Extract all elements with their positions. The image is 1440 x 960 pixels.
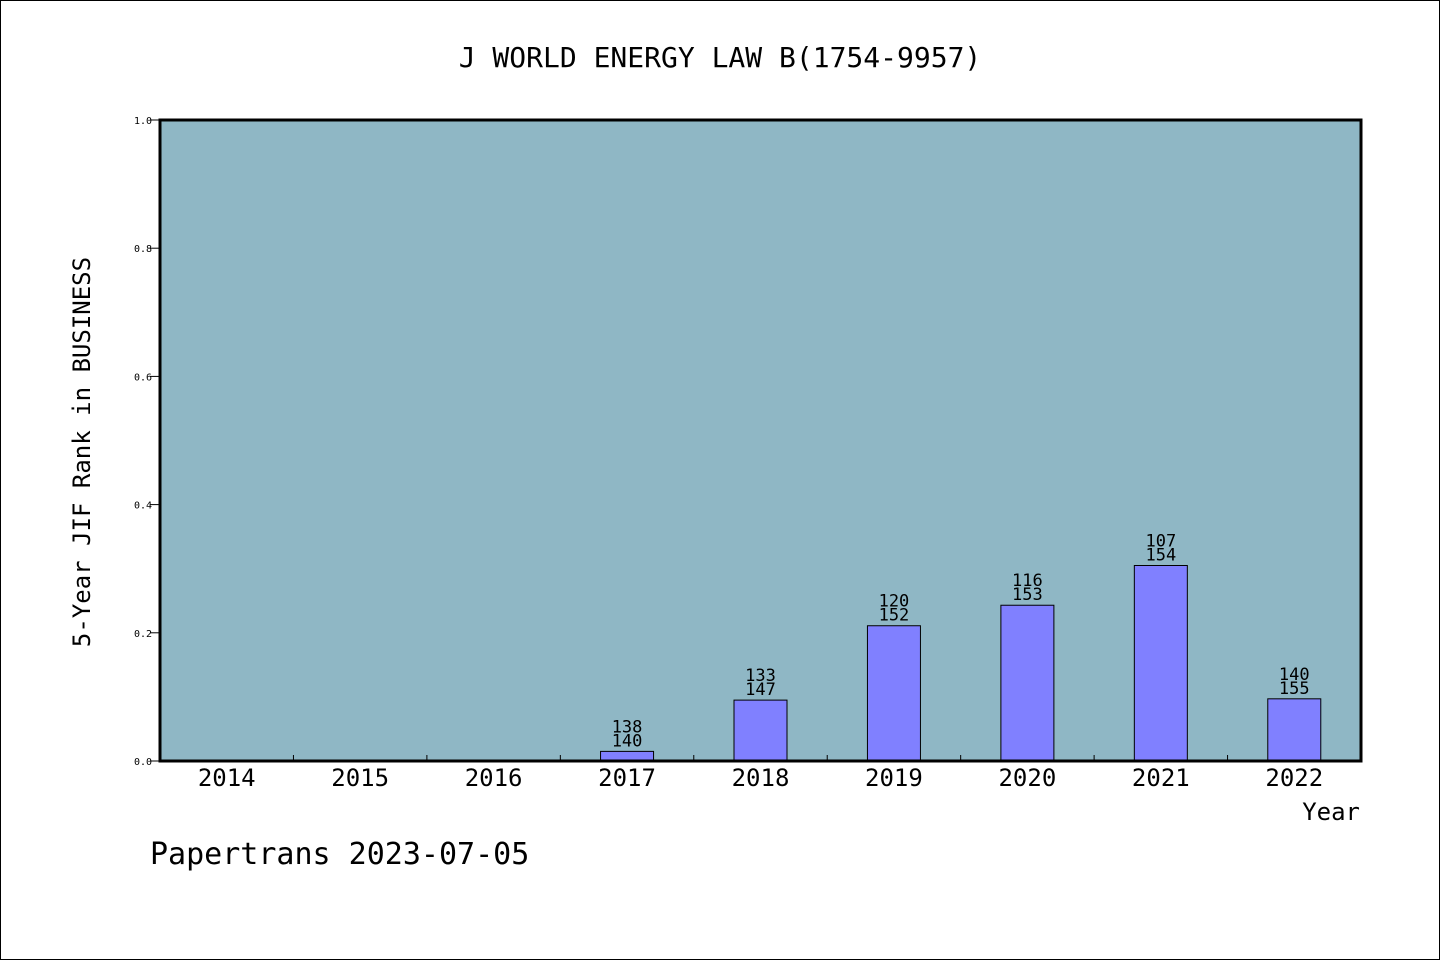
y-tick-label: 0.2 <box>134 629 152 640</box>
x-tick-label: 2015 <box>331 764 389 792</box>
bars-layer <box>600 564 1322 762</box>
bar-rank-label: 120 <box>879 592 910 612</box>
x-axis: 2014 2015 2016 2017 2018 2019 2020 2021 2022 <box>198 755 1323 792</box>
bar-2020 <box>1000 604 1055 762</box>
bar-rank-label: 133 <box>745 666 776 686</box>
plot-frame <box>158 118 1363 763</box>
bar-total-label: 154 <box>1145 545 1176 565</box>
bar-2022 <box>1267 698 1322 762</box>
x-tick-label: 2014 <box>198 764 256 792</box>
y-tick-label: 0.0 <box>134 757 152 768</box>
y-tick-label: 1.0 <box>134 116 152 127</box>
y-tick-label: 0.4 <box>134 501 152 512</box>
bar-2021 <box>1133 564 1188 762</box>
bar-total-label: 147 <box>745 680 776 700</box>
footer-credit: Papertrans 2023-07-05 <box>150 837 529 872</box>
x-tick-label: 2019 <box>865 764 923 792</box>
x-tick-label: 2016 <box>465 764 523 792</box>
bar-rank-label: 138 <box>612 717 643 737</box>
x-axis-label: Year <box>1302 798 1360 826</box>
bar-total-label: 155 <box>1279 679 1310 699</box>
x-tick-label: 2020 <box>998 764 1056 792</box>
bar-total-label: 153 <box>1012 585 1043 605</box>
bar-rank-label: 107 <box>1145 531 1176 551</box>
x-tick-label: 2022 <box>1265 764 1323 792</box>
x-tick-label: 2021 <box>1132 764 1190 792</box>
x-tick-label: 2017 <box>598 764 656 792</box>
bar-2019 <box>866 625 921 762</box>
y-tick-label: 0.8 <box>134 244 152 255</box>
bar-rank-label: 140 <box>1279 665 1310 685</box>
y-axis-label: 5-Year JIF Rank in BUSINESS <box>68 257 96 647</box>
bar-total-label: 140 <box>612 731 643 751</box>
bar-rank-label: 116 <box>1012 571 1043 591</box>
chart-title: J WORLD ENERGY LAW B(1754-9957) <box>459 41 982 74</box>
x-tick-label: 2018 <box>732 764 790 792</box>
y-axis: 0.0 0.2 0.4 0.6 0.8 1.0 <box>134 116 160 768</box>
bar-total-label: 152 <box>879 606 910 626</box>
bar-2018 <box>733 699 788 762</box>
y-tick-label: 0.6 <box>134 372 152 383</box>
